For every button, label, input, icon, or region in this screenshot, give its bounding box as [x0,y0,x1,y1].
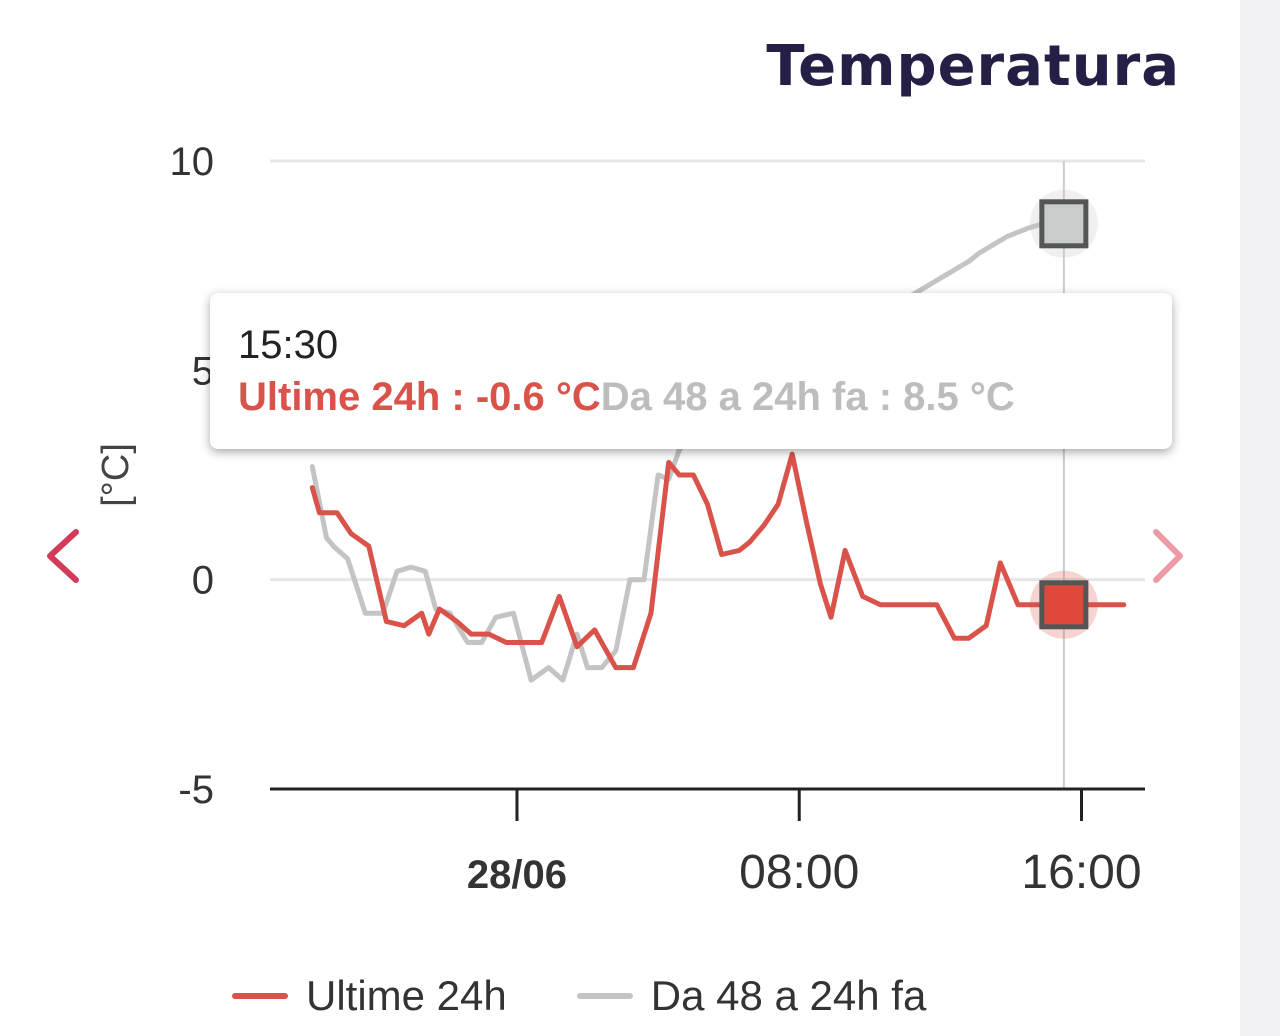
chart-legend: Ultime 24h Da 48 a 24h fa [232,968,996,1024]
y-tick-label-10: 10 [170,140,215,184]
next-button[interactable] [1153,529,1183,583]
chevron-left-icon [47,529,79,583]
tooltip-time: 15:30 [238,323,339,367]
legend-label-series2: Da 48 a 24h fa [650,972,927,1019]
legend-swatch-series2 [576,993,633,999]
tooltip-value-series1: Ultime 24h : -0.6 °C [238,375,601,419]
chart-tooltip: 15:30 Ultime 24h : -0.6 °CDa 48 a 24h fa… [210,293,1172,449]
x-tick-label-28-06: 28/06 [467,853,567,897]
x-tick-label-16-00: 16:00 [1021,846,1141,899]
grid-lines [270,159,1145,789]
tooltip-values: Ultime 24h : -0.6 °CDa 48 a 24h fa : 8.5… [238,369,1172,425]
highlight-marker-series1 [1039,580,1089,630]
legend-label-series1: Ultime 24h [306,972,507,1019]
legend-item-series2[interactable]: Da 48 a 24h fa [576,972,927,1020]
axes: 10 5 0 -5 28/06 08:00 16:00 [170,140,1145,899]
y-tick-label--5: -5 [178,768,214,812]
y-axis-label: [°C] [95,443,137,507]
chart-title: Temperatura [766,34,1180,99]
temperature-chart: 10 5 0 -5 28/06 08:00 16:00 [°C] [47,140,1183,899]
x-tick-label-08-00: 08:00 [739,846,859,899]
highlight-markers [1029,189,1098,639]
series-line-1 [309,451,1127,671]
y-tick-label-0: 0 [192,559,214,603]
scrollbar-track[interactable] [1240,0,1280,1036]
legend-item-series1[interactable]: Ultime 24h [232,972,507,1020]
chevron-right-icon [1153,529,1183,583]
y-tick-label-5: 5 [192,349,214,393]
highlight-marker-series2 [1039,199,1089,249]
legend-swatch-series1 [232,993,288,999]
tooltip-value-series2: Da 48 a 24h fa : 8.5 °C [600,375,1015,419]
prev-button[interactable] [47,529,79,583]
